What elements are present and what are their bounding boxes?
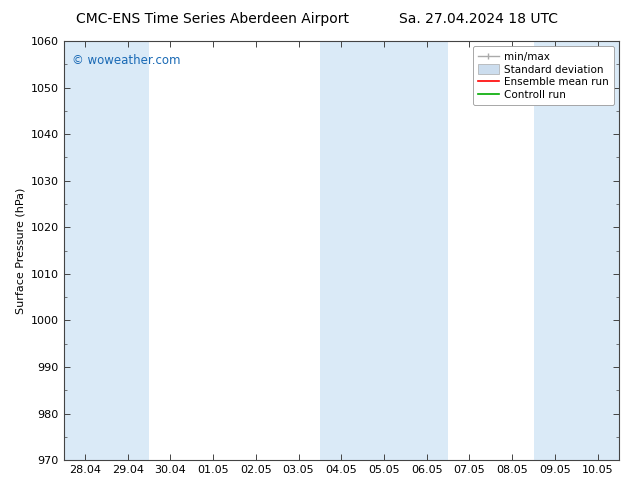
Text: CMC-ENS Time Series Aberdeen Airport: CMC-ENS Time Series Aberdeen Airport — [76, 12, 349, 26]
Legend: min/max, Standard deviation, Ensemble mean run, Controll run: min/max, Standard deviation, Ensemble me… — [472, 46, 614, 105]
Bar — [534, 41, 619, 460]
Bar — [320, 41, 448, 460]
Text: Sa. 27.04.2024 18 UTC: Sa. 27.04.2024 18 UTC — [399, 12, 558, 26]
Y-axis label: Surface Pressure (hPa): Surface Pressure (hPa) — [15, 187, 25, 314]
Bar — [63, 41, 149, 460]
Text: © woweather.com: © woweather.com — [72, 53, 181, 67]
